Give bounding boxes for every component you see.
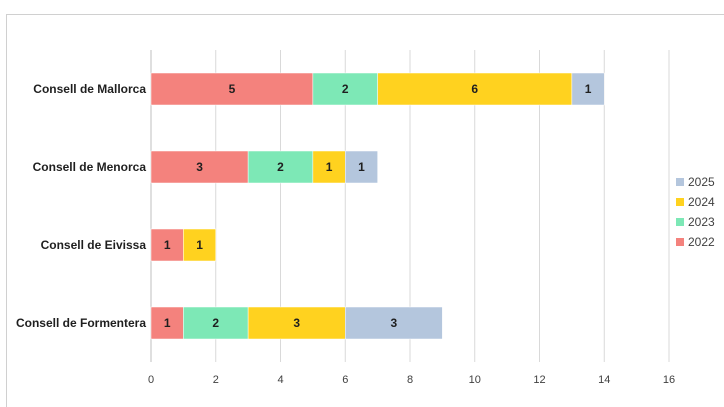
- legend-label: 2022: [688, 235, 715, 249]
- data-label: 1: [164, 238, 171, 252]
- chart-frame: [6, 14, 724, 407]
- x-tick-label: 4: [277, 374, 283, 386]
- bar-segment-2023: [183, 306, 249, 340]
- bar-segment-2023: [247, 150, 314, 184]
- data-label: 3: [293, 316, 300, 330]
- legend-label: 2025: [688, 175, 715, 189]
- data-label: 3: [196, 160, 203, 174]
- data-label: 5: [229, 82, 236, 96]
- bars: [150, 72, 605, 340]
- bar-segment-2024: [312, 150, 346, 184]
- bar-segment-2024: [247, 306, 346, 340]
- legend-label: 2023: [688, 215, 715, 229]
- x-tick-label: 12: [533, 374, 545, 386]
- legend-swatch: [676, 178, 684, 186]
- category-label: Consell de Mallorca: [33, 82, 146, 96]
- data-label: 2: [212, 316, 219, 330]
- x-tick-label: 0: [148, 374, 154, 386]
- bar-segment-2024: [183, 228, 216, 262]
- x-tick-label: 10: [469, 374, 481, 386]
- bar-segment-2025: [345, 150, 378, 184]
- legend: 2025 2024 2023 2022: [676, 175, 715, 249]
- bar-segment-2022: [150, 72, 314, 106]
- legend-swatch: [676, 238, 684, 246]
- data-label: 1: [196, 238, 203, 252]
- data-label: 1: [326, 160, 333, 174]
- data-labels: 5 2 6 1 3 2 1 1 1 1 1 2 3 3: [164, 82, 592, 330]
- data-label: 2: [277, 160, 284, 174]
- x-tick-label: 14: [598, 374, 610, 386]
- x-tick-labels: 0 2 4 6 8 10 12 14 16: [148, 374, 675, 386]
- x-tick-label: 16: [663, 374, 675, 386]
- bar-segment-2022: [150, 228, 184, 262]
- category-label: Consell de Eivissa: [41, 238, 147, 252]
- legend-label: 2024: [688, 195, 715, 209]
- x-tick-label: 6: [342, 374, 348, 386]
- x-tick-label: 2: [213, 374, 219, 386]
- category-labels: Consell de Mallorca Consell de Menorca Con…: [16, 82, 146, 330]
- bar-segment-2025: [571, 72, 605, 106]
- data-label: 2: [342, 82, 349, 96]
- legend-swatch: [676, 198, 684, 206]
- data-label: 3: [390, 316, 397, 330]
- bar-segment-2022: [150, 306, 184, 340]
- category-label: Consell de Menorca: [33, 160, 147, 174]
- bar-segment-2025: [345, 306, 443, 340]
- legend-swatch: [676, 218, 684, 226]
- data-label: 1: [585, 82, 592, 96]
- category-label: Consell de Formentera: [16, 316, 146, 330]
- data-label: 1: [358, 160, 365, 174]
- data-label: 1: [164, 316, 171, 330]
- x-tick-label: 8: [407, 374, 413, 386]
- data-label: 6: [471, 82, 478, 96]
